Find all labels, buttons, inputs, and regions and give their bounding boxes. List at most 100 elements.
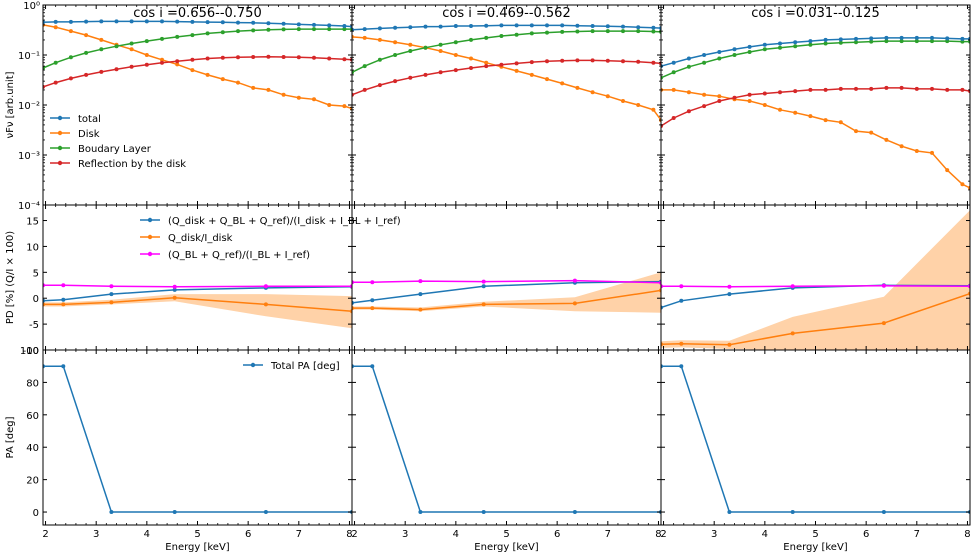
ref-flux-point — [899, 85, 904, 90]
total-legend-label: total — [78, 114, 101, 125]
disk-pd-point — [370, 306, 375, 311]
ref-legend-marker — [57, 160, 63, 166]
bl-flux-point — [68, 55, 73, 60]
bl-flux-point — [281, 27, 286, 32]
ref-flux-point — [84, 72, 89, 77]
x-axis-label: Energy [keV] — [474, 542, 539, 552]
disk-pd-legend-marker — [147, 234, 153, 240]
ref-flux-point — [499, 62, 504, 67]
disk-pd-legend-label: Q_disk/I_disk — [168, 233, 233, 244]
ref-flux-point — [484, 64, 489, 69]
ref-flux-point — [312, 55, 316, 60]
bl-flux-point — [671, 70, 676, 75]
total-flux-point — [220, 20, 225, 25]
ref-flux-point — [220, 55, 225, 60]
bl-flux-point — [114, 44, 119, 49]
legend-layer: total Disk Boudary Layer Reflection by the … — [50, 114, 401, 372]
ref-flux-point — [377, 83, 382, 88]
total-flux-point — [560, 23, 565, 28]
disk-flux-point — [68, 29, 73, 34]
total-flux-point — [327, 23, 332, 28]
disk-pd-point — [727, 342, 732, 347]
bl-flux-point — [590, 29, 595, 34]
ref-flux-point — [362, 87, 367, 92]
total-flux-line — [352, 24, 661, 31]
bl-flux-point — [377, 57, 382, 62]
x-tick-label: 3 — [711, 529, 717, 540]
ref-flux-series — [43, 54, 352, 89]
total-flux-series — [352, 23, 661, 32]
disk-flux-point — [605, 94, 610, 99]
disk-flux-point — [377, 37, 382, 42]
total-flux-point — [884, 35, 889, 40]
total-pa-series — [43, 364, 352, 514]
disk-flux-point — [205, 72, 210, 77]
x-tick-label: 7 — [914, 529, 920, 540]
disk-flux-point — [778, 107, 782, 112]
total-flux-point — [438, 24, 443, 29]
disk-flux-point — [869, 130, 874, 135]
bl-flux-point — [717, 56, 722, 61]
total-pa-point — [109, 510, 114, 514]
x-tick-label: 5 — [194, 529, 200, 540]
axes-frame — [42, 349, 353, 526]
ref-flux-point — [236, 55, 240, 60]
bl-flux-point — [423, 45, 428, 50]
disk-pd-line — [661, 292, 970, 346]
total-flux-point — [99, 19, 104, 24]
ref-flux-point — [545, 59, 549, 64]
disk-pd-series — [43, 295, 352, 314]
bl-flux-point — [236, 29, 240, 34]
disk-pd-series — [661, 291, 970, 347]
bl-flux-point — [529, 31, 534, 36]
x-axis-label: Energy [keV] — [783, 542, 848, 552]
bl-flux-line — [352, 30, 661, 73]
disk-flux-point — [686, 90, 691, 95]
bl-flux-point — [930, 39, 934, 44]
disk-flux-point — [175, 62, 180, 67]
y-tick-label: 10⁻¹ — [18, 51, 40, 62]
total-flux-line — [661, 37, 970, 67]
disk-flux-point — [884, 137, 889, 142]
axes-frame — [660, 349, 971, 526]
bl-flux-point — [560, 29, 565, 34]
total-flux-point — [793, 40, 798, 45]
total-flux-point — [717, 50, 722, 54]
disk-pd-band-group — [43, 294, 352, 329]
y-tick-label: 10 — [26, 242, 39, 253]
ref-flux-point — [702, 104, 707, 109]
x-tick-label: 4 — [144, 529, 150, 540]
bl-flux-point — [732, 53, 737, 57]
disk-flux-point — [144, 53, 149, 57]
total-flux-point — [312, 22, 316, 27]
total-pa-legend-label: Total PA [deg] — [270, 361, 340, 372]
ref-flux-point — [914, 86, 919, 91]
bl-flux-point — [453, 40, 458, 45]
total-pa-point — [790, 510, 795, 514]
mix-pd-line — [43, 284, 352, 288]
total-pd-point — [679, 298, 684, 303]
disk-flux-point — [484, 60, 489, 65]
total-pd-point — [370, 298, 375, 303]
disk-flux-point — [99, 37, 104, 42]
panel-title: cos i =0.656--0.750 — [133, 6, 261, 21]
bl-flux-point — [190, 33, 195, 38]
total-flux-point — [762, 42, 767, 47]
bl-flux-point — [484, 35, 489, 40]
ref-flux-point — [930, 86, 934, 91]
total-flux-point — [854, 36, 858, 41]
bl-flux-point — [205, 31, 210, 36]
total-pa-legend-marker — [250, 362, 256, 368]
disk-flux-point — [296, 95, 301, 100]
x-tick-label: 6 — [554, 529, 560, 540]
y-tick-label: 100 — [20, 346, 39, 357]
text-layer: cos i =0.656--0.750 cos i =0.469--0.562 co… — [5, 1, 971, 552]
disk-pd-band-group — [352, 272, 661, 313]
disk-pd-point — [418, 307, 423, 312]
bl-flux-point — [914, 39, 919, 44]
mix-pd-legend-marker — [147, 251, 153, 257]
total-pd-point — [109, 292, 114, 297]
x-tick-label: 2 — [42, 529, 48, 540]
disk-flux-point — [438, 49, 443, 53]
disk-pd-point — [481, 302, 486, 307]
